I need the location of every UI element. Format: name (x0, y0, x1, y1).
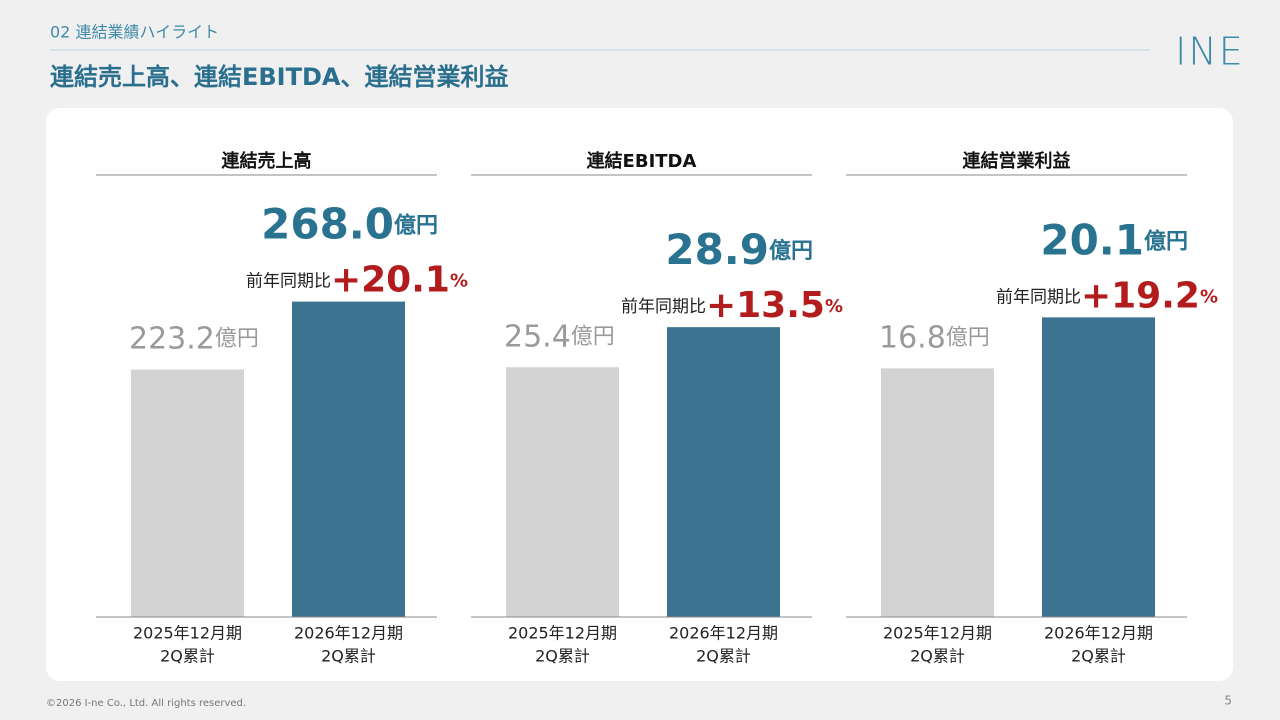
change-caption: 前年同期比 (246, 272, 331, 292)
value-number: 268.0 (261, 199, 394, 248)
value-label: 28.9億円 (665, 225, 813, 274)
page-title: 連結売上高、連結EBITDA、連結営業利益 (50, 63, 508, 91)
change-value: +13.5 (706, 285, 825, 326)
x-tick-label: 2026年12月期 (294, 624, 403, 643)
x-tick-label: 2Q累計 (696, 647, 751, 666)
bar (131, 369, 244, 617)
value-label: 223.2億円 (129, 321, 259, 356)
value-unit: 億円 (946, 325, 990, 350)
change-unit: % (1200, 286, 1218, 307)
change-label: 前年同期比+20.1% (246, 260, 468, 301)
bar (292, 301, 405, 617)
x-tick-label: 2025年12月期 (508, 624, 617, 643)
change-value: +20.1 (331, 260, 450, 301)
value-number: 223.2 (129, 321, 215, 356)
section-label: 02 連結業績ハイライト (50, 23, 219, 42)
bar (667, 327, 780, 617)
copyright: ©2026 I-ne Co., Ltd. All rights reserved… (46, 698, 246, 709)
change-unit: % (825, 296, 843, 317)
change-value: +19.2 (1081, 275, 1200, 316)
x-tick-label: 2Q累計 (1071, 647, 1126, 666)
page-number: 5 (1224, 694, 1232, 708)
change-unit: % (450, 271, 468, 292)
value-unit: 億円 (571, 324, 615, 349)
chart-title: 連結EBITDA (587, 150, 697, 172)
value-unit: 億円 (215, 327, 259, 352)
change-label: 前年同期比+19.2% (996, 275, 1218, 316)
x-tick-label: 2025年12月期 (883, 624, 992, 643)
x-tick-label: 2025年12月期 (133, 624, 242, 643)
change-caption: 前年同期比 (621, 297, 706, 317)
x-tick-label: 2Q累計 (910, 647, 965, 666)
logo: INE (1175, 30, 1245, 74)
change-caption: 前年同期比 (996, 287, 1081, 307)
value-unit: 億円 (769, 238, 813, 264)
value-label: 268.0億円 (261, 199, 438, 248)
value-unit: 億円 (394, 213, 438, 239)
x-tick-label: 2026年12月期 (1044, 624, 1153, 643)
bar (506, 367, 619, 617)
x-tick-label: 2Q累計 (535, 647, 590, 666)
value-number: 20.1 (1040, 215, 1144, 264)
value-number: 28.9 (665, 225, 769, 274)
value-number: 25.4 (504, 319, 571, 354)
chart-title: 連結営業利益 (963, 150, 1071, 172)
value-number: 16.8 (879, 320, 946, 355)
value-label: 20.1億円 (1040, 215, 1188, 264)
x-tick-label: 2Q累計 (160, 647, 215, 666)
bar (881, 368, 994, 617)
value-label: 25.4億円 (504, 319, 615, 354)
bar (1042, 317, 1155, 617)
value-unit: 億円 (1144, 228, 1188, 254)
x-tick-label: 2Q累計 (321, 647, 376, 666)
x-tick-label: 2026年12月期 (669, 624, 778, 643)
change-label: 前年同期比+13.5% (621, 285, 843, 326)
chart-title: 連結売上高 (222, 150, 312, 172)
value-label: 16.8億円 (879, 320, 990, 355)
